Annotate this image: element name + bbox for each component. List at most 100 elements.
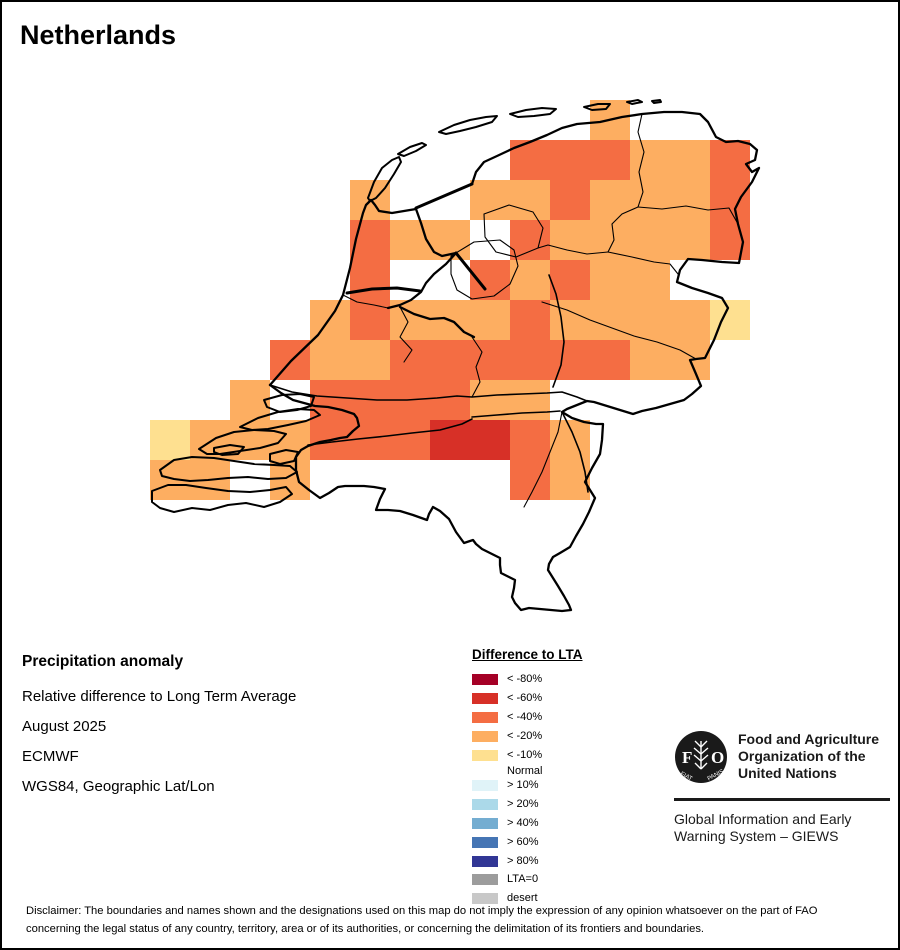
fao-org-line: Food and Agriculture <box>738 731 880 747</box>
grid-cell <box>350 300 390 340</box>
grid-cell <box>510 260 550 300</box>
country-outline <box>268 110 761 613</box>
legend-label: LTA=0 <box>507 873 539 885</box>
grid-cell <box>670 220 710 260</box>
legend-label: > 20% <box>507 798 539 810</box>
grid-cell <box>710 180 750 220</box>
grid-cell <box>390 220 430 260</box>
giews-line: Global Information and Early <box>674 811 852 827</box>
grid-cell <box>270 340 310 380</box>
grid-cell <box>430 380 470 420</box>
grid-cell <box>590 180 630 220</box>
fao-motto-fiat: FIAT <box>679 771 693 782</box>
fao-org-line: Organization of the <box>738 748 866 764</box>
grid-cell <box>630 180 670 220</box>
grid-cell <box>630 220 670 260</box>
info-period: August 2025 <box>22 718 107 735</box>
grid-cell <box>470 180 510 220</box>
grid-cell <box>510 140 550 180</box>
grid-cell <box>550 140 590 180</box>
grid-cell <box>510 420 550 460</box>
grid-cell <box>390 340 430 380</box>
netherlands-map <box>150 99 761 613</box>
info-projection: WGS84, Geographic Lat/Lon <box>22 778 215 795</box>
fao-org-line: United Nations <box>738 765 837 781</box>
grid-cell <box>150 420 190 460</box>
grid-cell <box>590 140 630 180</box>
legend-title: Difference to LTA <box>472 647 583 662</box>
legend-swatch <box>472 780 498 791</box>
legend-swatch <box>472 750 498 761</box>
grid-cell <box>550 220 590 260</box>
grid-cell <box>310 340 350 380</box>
legend-label: < -20% <box>507 730 543 742</box>
grid-cell <box>630 340 670 380</box>
legend-swatch <box>472 818 498 829</box>
grid-cell <box>590 220 630 260</box>
legend-label: > 40% <box>507 817 539 829</box>
legend-swatch <box>472 874 498 885</box>
anomaly-grid-layer <box>150 100 750 500</box>
legend-swatch <box>472 766 498 777</box>
legend-swatch <box>472 856 498 867</box>
grid-cell <box>350 260 390 300</box>
fao-logo: F O FIAT PANIS <box>675 731 727 783</box>
grid-cell <box>630 140 670 180</box>
grid-cell <box>310 380 350 420</box>
grid-cell <box>350 340 390 380</box>
legend-swatch <box>472 712 498 723</box>
legend-label: < -10% <box>507 749 543 761</box>
svg-text:O: O <box>711 748 724 767</box>
grid-cell <box>470 380 510 420</box>
province-boundaries <box>342 113 739 508</box>
grid-cell <box>430 340 470 380</box>
legend-swatch <box>472 799 498 810</box>
grid-cell <box>510 220 550 260</box>
legend-swatch <box>472 731 498 742</box>
grid-cell <box>470 340 510 380</box>
grid-cell <box>550 260 590 300</box>
grid-cell <box>670 180 710 220</box>
dike-lines <box>345 182 487 295</box>
legend-swatch <box>472 893 498 904</box>
wadden-islands <box>367 99 662 202</box>
grid-cell <box>430 420 470 460</box>
grid-cell <box>630 300 670 340</box>
legend-label: < -80% <box>507 673 543 685</box>
fao-divider <box>674 798 890 801</box>
grid-cell <box>550 180 590 220</box>
grid-cell <box>510 180 550 220</box>
fao-org-name: Food and Agriculture Organization of the… <box>738 731 879 782</box>
legend-label: < -60% <box>507 692 543 704</box>
legend-label: Normal <box>507 765 543 777</box>
zeeland-islands <box>151 393 321 513</box>
disclaimer-line: concerning the legal status of any count… <box>26 922 705 935</box>
grid-cell <box>670 300 710 340</box>
grid-cell <box>590 340 630 380</box>
grid-cell <box>510 460 550 500</box>
grid-cell <box>590 260 630 300</box>
grid-cell <box>550 420 590 460</box>
legend-label: > 60% <box>507 836 539 848</box>
disclaimer-line: Disclaimer: The boundaries and names sho… <box>26 905 818 917</box>
grid-cell <box>710 220 750 260</box>
grid-cell <box>470 300 510 340</box>
page-title: Netherlands <box>20 20 177 50</box>
legend-label: > 10% <box>507 779 539 791</box>
grid-cell <box>510 300 550 340</box>
info-description: Relative difference to Long Term Average <box>22 688 297 705</box>
grid-cell <box>390 420 430 460</box>
grid-cell <box>670 140 710 180</box>
legend-label: desert <box>507 892 538 904</box>
grid-cell <box>590 300 630 340</box>
legend-label: > 80% <box>507 855 539 867</box>
grid-cell <box>630 260 670 300</box>
legend-swatch <box>472 837 498 848</box>
legend-swatch <box>472 693 498 704</box>
giews-line: Warning System – GIEWS <box>674 828 839 844</box>
grid-cell <box>470 420 510 460</box>
grid-cell <box>510 340 550 380</box>
legend-swatch <box>472 674 498 685</box>
giews-label: Global Information and Early Warning Sys… <box>674 811 851 845</box>
